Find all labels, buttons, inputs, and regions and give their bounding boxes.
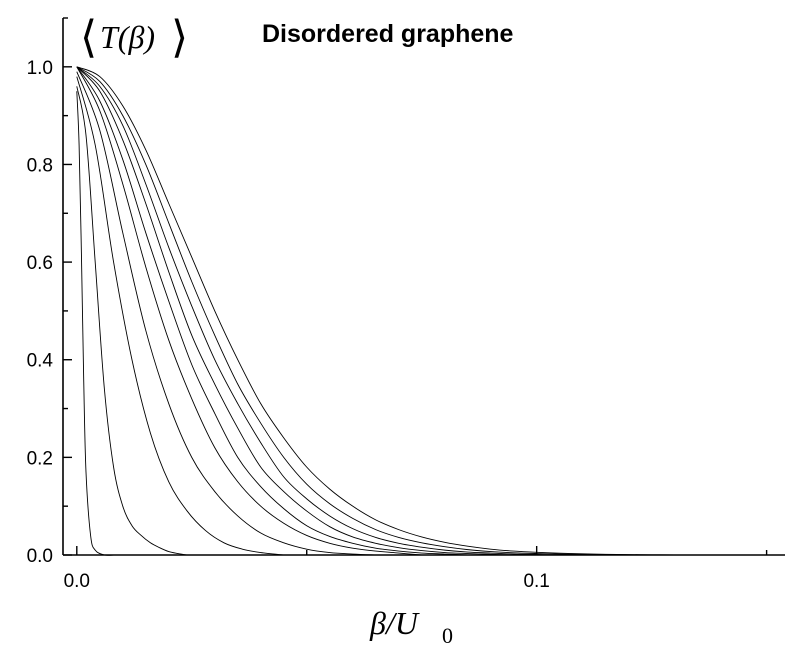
series-curve-10 bbox=[76, 66, 675, 556]
chart-title: Disordered graphene bbox=[262, 20, 514, 48]
x-axis-label-text: β/U bbox=[369, 605, 420, 641]
series-curve-4 bbox=[76, 71, 376, 556]
y-label-close-bracket: ⟩ bbox=[171, 12, 188, 63]
series-curve-6 bbox=[76, 66, 468, 556]
series-curve-7 bbox=[76, 66, 514, 556]
series-curve-9 bbox=[76, 66, 629, 556]
axis-tick-labels: 0.0 0.2 0.4 0.6 0.8 1.0 0.0 0.1 bbox=[27, 58, 550, 592]
series-curve-1 bbox=[76, 91, 114, 556]
series-curve-5 bbox=[76, 66, 422, 556]
plot-area: 0.0 0.2 0.4 0.6 0.8 1.0 0.0 0.1 bbox=[27, 17, 785, 592]
x-tick-label: 0.1 bbox=[523, 571, 549, 592]
series-curve-3 bbox=[76, 76, 284, 556]
y-tick-label: 0.8 bbox=[27, 155, 53, 176]
y-tick-label: 1.0 bbox=[27, 58, 53, 79]
y-tick-label: 0.6 bbox=[27, 253, 53, 274]
y-axis-label: ⟨ T(β) ⟩ bbox=[80, 12, 188, 63]
x-axis-label-subscript: 0 bbox=[442, 623, 453, 645]
y-tick-label: 0.4 bbox=[27, 351, 54, 372]
axis-ticks bbox=[63, 17, 768, 556]
y-label-open-bracket: ⟨ bbox=[80, 12, 97, 63]
series-curve-2 bbox=[76, 86, 188, 556]
x-tick-label: 0.0 bbox=[64, 571, 90, 592]
y-tick-label: 0.0 bbox=[27, 546, 53, 567]
series-curves bbox=[76, 66, 675, 556]
x-axis-label: β/U 0 bbox=[369, 605, 453, 645]
y-tick-label: 0.2 bbox=[27, 448, 53, 469]
y-axis-label-text: T(β) bbox=[100, 19, 155, 55]
series-curve-8 bbox=[76, 66, 560, 556]
